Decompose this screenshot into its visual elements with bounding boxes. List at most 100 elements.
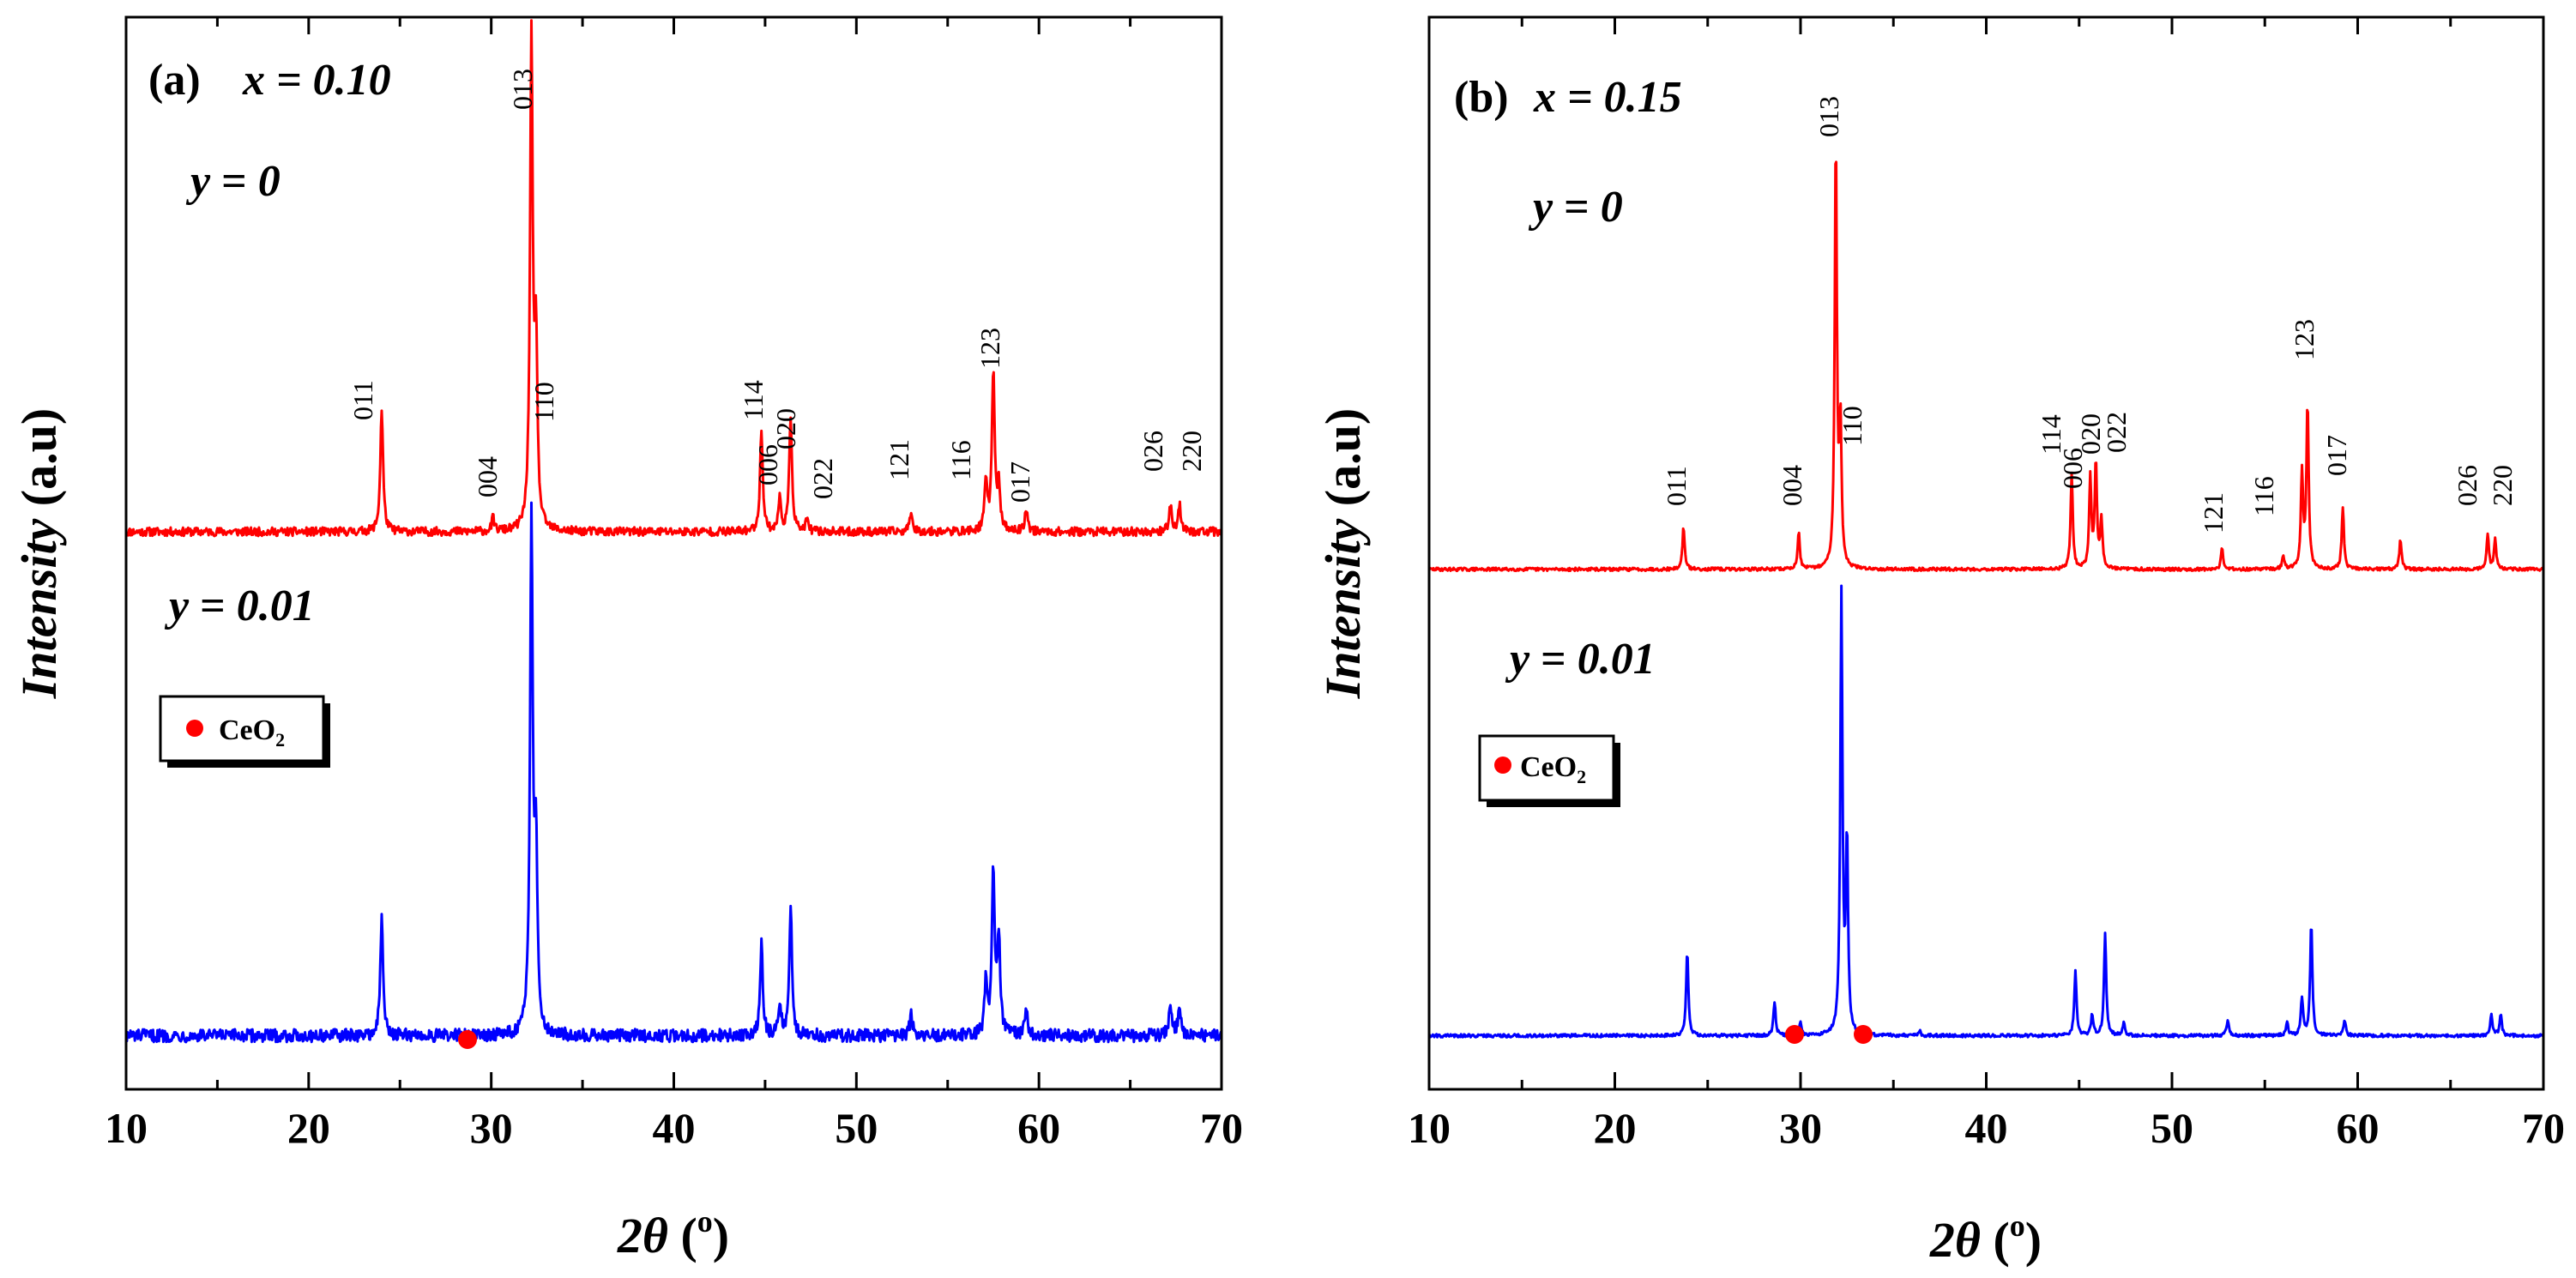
panel-a-y-axis-title-space (11, 506, 67, 519)
panel-b-peak-label-020: 020 (2075, 413, 2106, 455)
panel-b-peak-label-004: 004 (1777, 465, 1807, 506)
panel-b-series-label-y0-equals: = (1553, 183, 1601, 232)
panel-a-peak-label-114: 114 (738, 380, 769, 420)
panel-a-series-label-y0: y = 0 (185, 157, 281, 206)
panel-b-x-axis-title-sup: o (2010, 1209, 2025, 1243)
panel-b-peak-label-116: 116 (2248, 476, 2279, 516)
panel-b-y-axis-title-unit: (a.u) (1315, 408, 1371, 506)
panel-b-x-tick-label: 60 (2337, 1104, 2380, 1152)
panel-b-x-axis-title: 2θ (o) (1929, 1209, 2042, 1268)
panel-a-peak-label-116: 116 (945, 440, 976, 480)
panel-a-y-axis-title-word: Intensity (11, 518, 67, 699)
panel-a-peak-label-026: 026 (1137, 431, 1168, 472)
panel-a-series-label-y001-equals: = (189, 582, 237, 630)
panel-b-ceo2-marker (1854, 1025, 1873, 1044)
panel-b-series-label-y001-equals: = (1529, 635, 1578, 684)
panel-a-peak-label-017: 017 (1004, 461, 1035, 503)
panel-a-series-label-y0-equals: = (210, 157, 258, 206)
panel-b-x-tick-label: 70 (2522, 1104, 2565, 1152)
panel-b-legend-text-main: CeO (1520, 751, 1577, 783)
panel-b-x-tick-label: 50 (2151, 1104, 2193, 1152)
panel-b-peak-label-011: 011 (1661, 466, 1692, 506)
panel-a-legend-text-main: CeO (219, 714, 275, 746)
panel-a-peak-label-020: 020 (770, 408, 801, 449)
panel-a-trace-y001 (126, 501, 1222, 1044)
panel-b-y-axis-title-space (1315, 506, 1371, 519)
panel-a-series-label-y001: y = 0.01 (164, 582, 315, 630)
panel-b-series-label-y0-value: 0 (1601, 183, 1623, 232)
panel-a-series-label-y0-value: 0 (258, 157, 281, 206)
panel-b-plot-area (1429, 160, 2543, 1039)
panel-b-x-tick-label: 40 (1965, 1104, 2008, 1152)
panel-b-label: (b) (1454, 73, 1509, 122)
panel-a-peak-label-121: 121 (884, 439, 914, 480)
panel-a-x-tick-label: 30 (470, 1104, 513, 1152)
panel-b-series-label-y0: y = 0 (1528, 183, 1623, 232)
panel-b-peak-label-006: 006 (2057, 448, 2088, 489)
panel-a-y-axis-title: Intensity (a.u) (11, 408, 67, 699)
panel-a-legend-text-sub: 2 (275, 729, 285, 751)
panel-b-x-tick-label: 20 (1594, 1104, 1637, 1152)
panel-a-x-tick-label: 10 (105, 1104, 148, 1152)
panel-a-label: (a) (148, 56, 201, 105)
panel-a-plot-area (126, 19, 1222, 1044)
panel-a-x-tick-label: 40 (653, 1104, 696, 1152)
panel-a-legend: CeO2 (159, 695, 330, 768)
panel-b-y-axis-title-word: Intensity (1315, 518, 1371, 699)
panel-b-composition: x = 0.15 (1533, 73, 1682, 122)
panel-b-peak-label-110: 110 (1837, 406, 1867, 446)
panel-b-x-axis-title-space (1981, 1212, 1994, 1268)
panel-b-legend-text: CeO2 (1520, 751, 1586, 787)
panel-a-peak-label-006: 006 (752, 444, 783, 485)
panel-a-y-axis-title-unit: (a.u) (11, 408, 67, 506)
panel-b-ceo2-marker (1785, 1025, 1804, 1044)
panel-a-x-axis-title-close: ) (713, 1208, 729, 1263)
panel-a-trace-y0 (126, 19, 1222, 538)
panel-a-legend-text: CeO2 (219, 714, 285, 751)
panel-a-x-tick-label: 20 (287, 1104, 330, 1152)
panel-b-series-label-y001-value: 0.01 (1578, 635, 1656, 684)
panel-b-x-axis-title-symbol: 2θ (1929, 1212, 1981, 1268)
panel-a-peak-label-110: 110 (528, 382, 559, 422)
panel-b-series-label-y001: y = 0.01 (1505, 635, 1656, 684)
panel-a-peak-label-004: 004 (472, 456, 503, 497)
panel-a-x-tick-label: 70 (1200, 1104, 1243, 1152)
panel-a-x-axis-title-symbol: 2θ (617, 1208, 668, 1263)
panel-a-ceo2-marker (458, 1030, 477, 1049)
panel-a-peak-label-123: 123 (974, 328, 1005, 369)
panel-b-x-axis-title-open: ( (1993, 1212, 2009, 1268)
panel-b-peak-label-123: 123 (2289, 319, 2320, 360)
panel-b-x-axis-title-close: ) (2025, 1212, 2042, 1268)
panel-a-legend-marker (186, 720, 203, 737)
panel-b-y-axis-title: Intensity (a.u) (1315, 408, 1371, 699)
panel-b-legend: CeO2 (1478, 734, 1620, 807)
svg-text:Intensity (a.u): Intensity (a.u) (11, 408, 67, 699)
panel-a-x-axis-title-sup: o (697, 1204, 713, 1239)
panel-a-x-tick-label: 60 (1017, 1104, 1060, 1152)
panel-a-x-axis-title: 2θ (o) (617, 1204, 729, 1263)
panel-a-peak-label-220: 220 (1176, 431, 1207, 472)
panel-a-peak-label-013: 013 (507, 69, 538, 110)
panel-a-peak-label-011: 011 (347, 380, 378, 420)
panel-b-peak-label-121: 121 (2198, 492, 2229, 534)
panel-a-peak-label-022: 022 (807, 458, 838, 499)
panel-b-trace-y0 (1429, 160, 2543, 573)
panel-b-peak-label-017: 017 (2321, 435, 2352, 476)
panel-a-x-axis-title-open: ( (680, 1208, 697, 1263)
panel-a-series-label-y001-value: 0.01 (237, 582, 315, 630)
panel-a-x-tick-label: 50 (835, 1104, 878, 1152)
panel-a-composition: x = 0.10 (242, 56, 391, 105)
panel-b-peak-label-022: 022 (2101, 412, 2132, 453)
panel-b-peak-label-220: 220 (2487, 465, 2518, 506)
panel-b-x-tick-label: 30 (1779, 1104, 1822, 1152)
panel-b-trace-y001 (1429, 584, 2543, 1039)
panel-b-legend-marker (1494, 757, 1511, 774)
svg-text:Intensity (a.u): Intensity (a.u) (1315, 408, 1371, 699)
panel-b-x-tick-label: 10 (1408, 1104, 1451, 1152)
